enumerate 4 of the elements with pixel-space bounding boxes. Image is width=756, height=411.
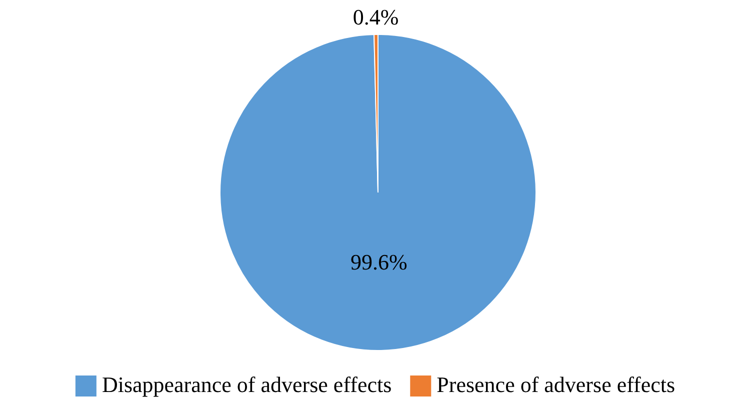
legend-label: Presence of adverse effects (436, 372, 676, 397)
data-label: 0.4% (352, 4, 399, 30)
data-label: 99.6% (350, 249, 408, 274)
legend-label: Disappearance of adverse effects (102, 372, 392, 397)
